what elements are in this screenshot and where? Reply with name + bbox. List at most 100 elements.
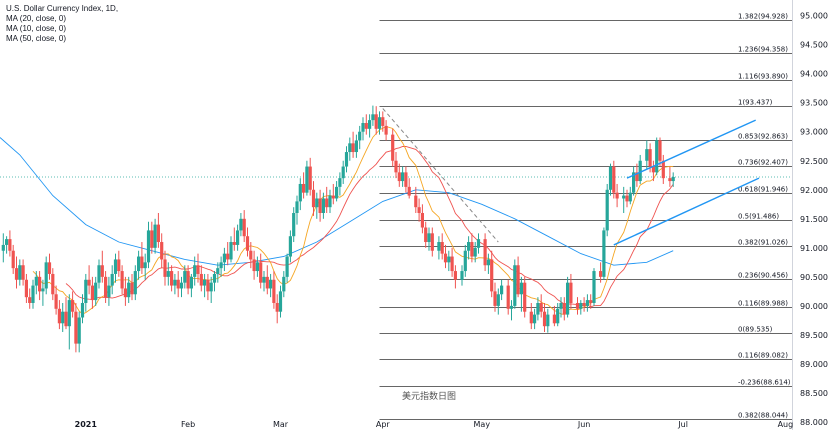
candle-body — [146, 230, 151, 263]
candle-body — [500, 285, 504, 295]
candle-body — [311, 189, 316, 208]
price-tick-label: 91.000 — [800, 244, 828, 253]
candle-body — [179, 282, 184, 289]
candle-body — [150, 230, 154, 248]
candle-body — [74, 311, 78, 344]
candle-body — [176, 279, 180, 289]
candle-body — [153, 224, 157, 248]
dashed-trendline — [382, 108, 499, 243]
candle-body — [123, 288, 127, 298]
candle-body — [127, 282, 131, 298]
candle-body — [523, 282, 527, 312]
candle-body — [414, 195, 418, 208]
candle-body — [407, 186, 411, 196]
candle-body — [87, 279, 91, 286]
price-tick-label: 94.500 — [800, 41, 828, 50]
legend-ma50: MA (50, close, 0) — [6, 34, 67, 43]
candle-body — [546, 314, 550, 327]
candle-body — [186, 271, 190, 289]
candle-body — [113, 259, 118, 274]
candle-body — [97, 265, 101, 283]
candle-body — [239, 218, 243, 231]
price-axis[interactable]: 95.000 94.500 94.000 93.500 93.000 92.500 92.0… — [792, 0, 829, 430]
candle-body — [437, 242, 441, 251]
price-tick-label: 94.000 — [800, 70, 828, 79]
candle-body — [467, 242, 471, 251]
candle-body — [585, 300, 589, 306]
chart-annotation: 美元指数日图 — [402, 390, 456, 402]
candle-body — [344, 152, 349, 167]
time-tick-label: Feb — [181, 420, 195, 429]
candle-body — [272, 279, 276, 303]
candle-body — [255, 262, 259, 272]
candle-body — [229, 242, 233, 260]
candle-body — [460, 271, 464, 280]
candle-body — [170, 271, 174, 286]
price-tick-label: 93.000 — [800, 128, 828, 137]
candle-body — [107, 285, 111, 298]
candle-body — [569, 282, 573, 303]
candle-body — [536, 302, 540, 315]
candle-body — [24, 279, 28, 298]
candle-body — [11, 250, 15, 269]
candle-body — [242, 218, 246, 237]
candle-body — [533, 314, 537, 324]
candle-body — [513, 265, 517, 306]
candle-body — [625, 195, 629, 202]
candle-body — [100, 265, 104, 277]
candle-body — [236, 230, 240, 245]
candle-body — [529, 311, 533, 324]
channel-lower-line — [613, 177, 760, 246]
candle-body — [427, 233, 431, 243]
candle-body — [288, 236, 292, 257]
candle-body — [41, 288, 45, 292]
candle-body — [64, 311, 68, 327]
candle-body — [54, 294, 58, 309]
candle-body — [424, 227, 428, 243]
time-axis[interactable]: 2021 Feb Mar Apr May Jun Jul Aug — [75, 420, 794, 429]
candle-body — [140, 256, 144, 269]
candle-body — [361, 123, 365, 132]
candle-body — [18, 265, 22, 280]
candle-body — [308, 166, 312, 190]
candle-body — [47, 262, 52, 274]
time-tick-label: Jul — [677, 420, 688, 429]
price-tick-label: 95.000 — [800, 12, 828, 21]
candle-body — [562, 302, 566, 315]
candle-body — [602, 230, 606, 277]
candle-body — [226, 253, 230, 260]
fib-level-label: 0.5(91.486) — [738, 213, 779, 221]
candle-body — [104, 276, 108, 298]
candle-body — [321, 198, 325, 213]
candle-body — [232, 242, 236, 245]
candle-body — [638, 160, 642, 182]
candle-body — [84, 279, 88, 303]
candle-body — [249, 250, 253, 260]
candle-body — [589, 300, 593, 303]
candle-body — [133, 271, 137, 295]
candle-body — [189, 276, 193, 289]
candle-body — [331, 195, 335, 199]
price-tick-label: 90.000 — [800, 302, 828, 311]
price-tick-label: 89.000 — [800, 360, 828, 369]
candle-body — [183, 271, 187, 283]
candle-body — [199, 273, 203, 286]
candle-body — [269, 279, 273, 289]
candle-body — [430, 233, 434, 251]
candle-body — [222, 253, 226, 263]
candle-body — [645, 149, 649, 161]
candle-body — [648, 149, 652, 167]
candle-body — [203, 279, 207, 286]
candle-body — [493, 291, 497, 306]
trendlines — [382, 108, 760, 246]
candle-body — [463, 250, 467, 272]
price-tick-label: 89.500 — [800, 331, 828, 340]
candle-body — [470, 242, 474, 257]
candle-body — [71, 300, 75, 312]
candle-body — [80, 302, 85, 318]
candle-body — [292, 213, 296, 237]
price-tick-label: 93.500 — [800, 99, 828, 108]
price-tick-label: 92.000 — [800, 186, 828, 195]
candle-body — [661, 160, 665, 179]
